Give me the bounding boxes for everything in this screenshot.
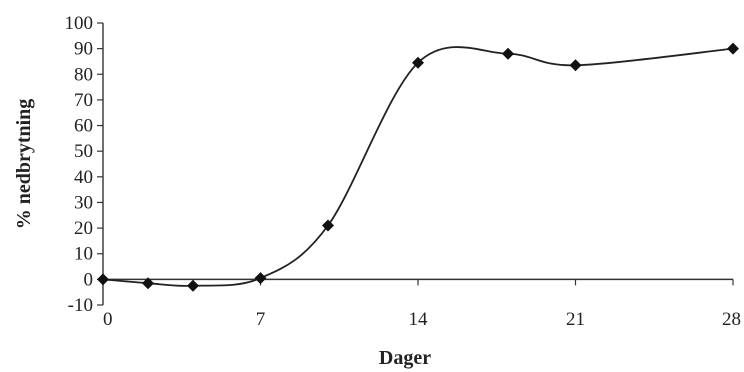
y-tick-label: 40 (74, 167, 93, 188)
data-point-marker (502, 47, 514, 60)
y-tick-label: -10 (68, 295, 93, 316)
y-tick-label: 80 (74, 64, 93, 85)
data-point-marker (187, 279, 199, 292)
y-ticks: -10 0 10 20 30 40 50 60 70 80 90 100 (65, 13, 103, 316)
y-tick-label: 0 (84, 269, 94, 290)
x-tick-label: 14 (409, 309, 429, 330)
y-tick-label: 70 (74, 90, 93, 111)
y-tick-label: 50 (74, 141, 93, 162)
y-tick-label: 30 (74, 192, 93, 213)
x-tick-label: 28 (722, 309, 741, 330)
data-point-marker (322, 219, 334, 232)
data-point-marker (254, 272, 267, 285)
x-tick-label: 7 (256, 309, 266, 330)
series-line (102, 46, 734, 287)
y-tick-label: 100 (65, 13, 94, 34)
data-markers (97, 42, 739, 292)
data-point-marker (142, 277, 154, 290)
data-point-marker (569, 59, 582, 72)
x-ticks: 0 7 14 21 28 (102, 279, 741, 330)
y-tick-label: 60 (74, 116, 93, 137)
y-tick-label: 20 (74, 218, 93, 239)
x-axis-title: Dager (379, 347, 431, 369)
y-tick-label: 10 (74, 244, 93, 265)
data-point-marker (412, 56, 424, 69)
x-tick-label: 21 (566, 309, 585, 330)
data-point-marker (97, 273, 109, 286)
y-axis-title: % nedbrytning (13, 99, 35, 230)
x-tick-label: 0 (103, 309, 113, 330)
y-tick-label: 90 (74, 39, 93, 60)
data-point-marker (727, 42, 739, 55)
